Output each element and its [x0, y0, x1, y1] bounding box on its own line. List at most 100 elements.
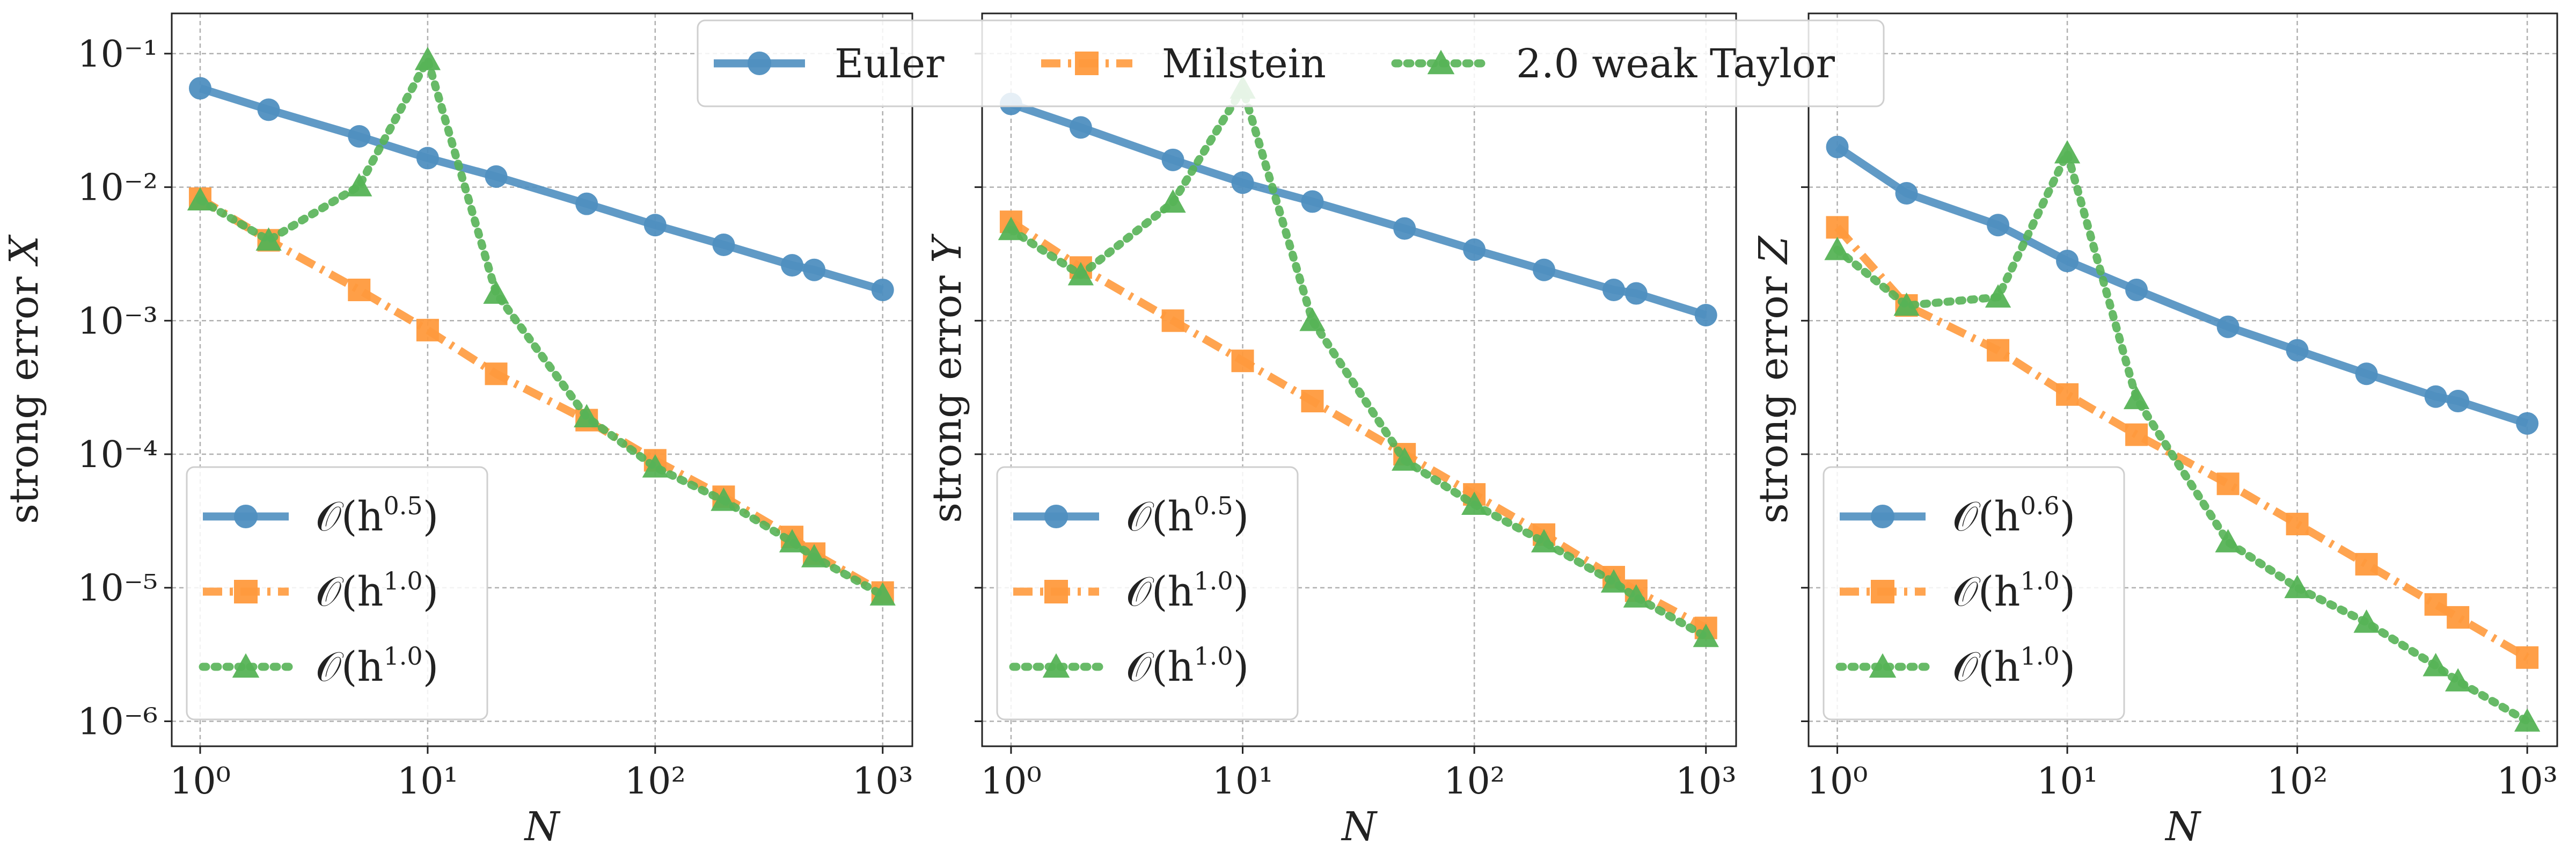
- data-point: [2514, 708, 2541, 732]
- data-point: [1161, 309, 1184, 332]
- plot-frame: [171, 12, 913, 747]
- legend-label: 𝒪(h1.0): [1126, 642, 1249, 690]
- x-tick-label: 10²: [1444, 760, 1505, 803]
- legend-label: 𝒪(h1.0): [1952, 566, 2075, 615]
- data-point: [1824, 236, 1850, 260]
- data-point: [779, 529, 806, 552]
- legend-marker: [234, 580, 258, 603]
- data-point: [1987, 214, 2010, 237]
- legend-entry: 𝒪(h1.0): [1840, 566, 2075, 615]
- legend-label: 2.0 weak Taylor: [1516, 41, 1835, 87]
- legend-marker: [1044, 505, 1068, 528]
- legend-entry: 𝒪(h1.0): [1009, 642, 1249, 690]
- data-point: [574, 404, 600, 428]
- data-point: [187, 187, 214, 211]
- data-point: [2447, 606, 2470, 629]
- data-point: [998, 216, 1024, 241]
- top-legend: Euler Milstein 2.0 weak Taylor: [697, 19, 1885, 107]
- data-point: [869, 582, 896, 606]
- legend-label: Milstein: [1162, 41, 1326, 87]
- data-point: [711, 487, 737, 511]
- y-tick-label: 10⁻⁴: [77, 434, 158, 476]
- data-point: [642, 454, 668, 478]
- legend-entry: 𝒪(h1.0): [1013, 566, 1249, 615]
- legend-marker: [232, 653, 260, 678]
- data-point: [2054, 140, 2081, 164]
- data-point: [1231, 350, 1254, 373]
- data-point: [2516, 412, 2539, 435]
- legend-marker: [1871, 505, 1894, 528]
- data-point: [2056, 250, 2079, 273]
- legend-entry: 𝒪(h1.0): [1835, 642, 2075, 690]
- data-point: [1160, 189, 1186, 213]
- data-point: [1461, 491, 1488, 515]
- legend-entry: 𝒪(h0.6): [1840, 491, 2075, 540]
- legend-label: 𝒪(h0.6): [1952, 491, 2075, 540]
- x-tick-label: 10⁰: [980, 760, 1042, 803]
- legend-entry: 𝒪(h0.5): [1013, 491, 1249, 540]
- data-point: [255, 227, 282, 251]
- data-point: [188, 77, 211, 100]
- y-axis-label: strong error Y: [924, 234, 970, 523]
- legend-label: 𝒪(h0.5): [316, 491, 438, 540]
- legend-entry: 𝒪(h1.0): [203, 566, 438, 615]
- data-point: [485, 362, 508, 385]
- data-point: [2056, 383, 2079, 406]
- data-point: [346, 173, 372, 196]
- data-point: [2516, 646, 2539, 669]
- data-point: [1624, 282, 1648, 305]
- x-axis-label: N: [1341, 804, 1378, 850]
- x-tick-label: 10²: [2267, 760, 2328, 803]
- legend-label: 𝒪(h0.5): [1126, 491, 1249, 540]
- legend-marker: [234, 505, 258, 528]
- legend-entry: 𝒪(h1.0): [199, 642, 438, 690]
- data-point: [1623, 584, 1649, 608]
- data-point: [1301, 390, 1324, 413]
- data-point: [2423, 653, 2449, 676]
- data-point: [257, 98, 280, 121]
- data-point: [1069, 116, 1092, 139]
- legend-marker: [1075, 52, 1099, 75]
- data-point: [2447, 390, 2470, 413]
- data-point: [1826, 216, 1849, 239]
- data-point: [1987, 339, 2010, 362]
- panel-legend: 𝒪(h0.5) 𝒪(h1.0) 𝒪(h1.0): [186, 466, 488, 720]
- legend-box: [996, 466, 1299, 720]
- legend-marker: [1869, 653, 1897, 678]
- x-tick-label: 10⁰: [170, 760, 231, 803]
- plot-frame: [981, 12, 1737, 747]
- data-point: [1826, 135, 1849, 158]
- x-tick-label: 10³: [852, 760, 913, 803]
- legend-marker: [1044, 580, 1068, 603]
- y-tick-label: 10⁻⁶: [77, 701, 158, 743]
- data-point: [781, 254, 804, 277]
- panel-legend: 𝒪(h0.5) 𝒪(h1.0) 𝒪(h1.0): [996, 466, 1299, 720]
- data-point: [1694, 304, 1717, 327]
- legend-label: 𝒪(h1.0): [1952, 642, 2075, 690]
- series-euler: [999, 92, 1717, 327]
- legend-marker: [1042, 653, 1070, 678]
- panel-x: 10⁰ 10¹ 10² 10³ 10⁻¹ 10⁻² 10⁻³ 10⁻⁴ 10⁻⁵ 10⁻⁶ Nstr…: [1, 12, 913, 850]
- x-axis-label: N: [524, 804, 561, 850]
- series-milstein: [1826, 216, 2539, 669]
- x-tick-label: 10¹: [1212, 760, 1274, 803]
- legend-entry: 𝒪(h0.5): [203, 491, 438, 540]
- series-2-0-weak-taylor: [1824, 140, 2541, 732]
- data-point: [1393, 217, 1416, 240]
- data-point: [801, 544, 828, 567]
- x-tick-label: 10²: [625, 760, 686, 803]
- data-point: [2125, 423, 2148, 446]
- data-point: [1600, 569, 1627, 593]
- legend-label: 𝒪(h1.0): [1126, 566, 1249, 615]
- data-point: [2125, 278, 2148, 301]
- series-euler: [188, 77, 894, 301]
- legend-label: 𝒪(h1.0): [316, 642, 438, 690]
- data-point: [1693, 623, 1719, 647]
- data-point: [2424, 385, 2447, 408]
- data-point: [2286, 513, 2309, 536]
- data-point: [1895, 181, 1918, 205]
- plot-frame: [1807, 12, 2558, 747]
- data-point: [1985, 284, 2011, 308]
- data-point: [348, 125, 371, 148]
